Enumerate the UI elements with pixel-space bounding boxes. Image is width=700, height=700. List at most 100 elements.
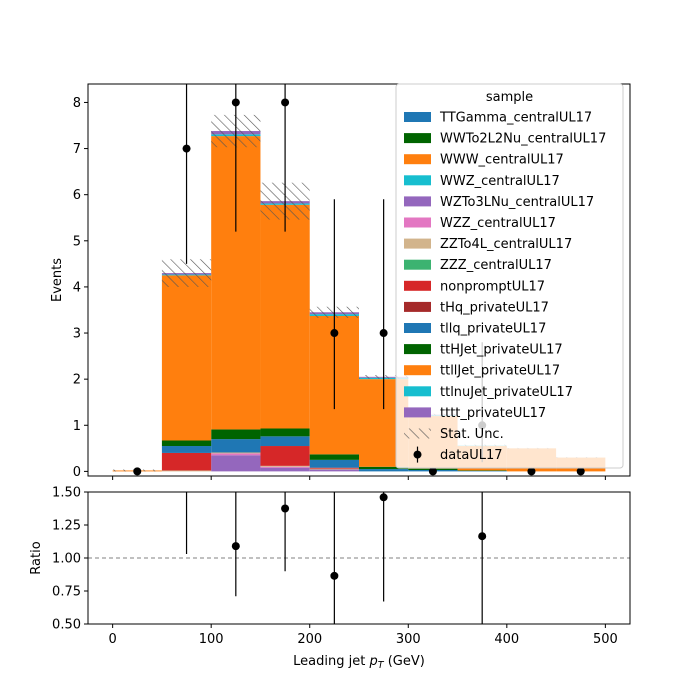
- ratio-y-tick-label: 1.50: [52, 486, 81, 501]
- legend-swatch: [404, 365, 431, 376]
- main-plot-frame: [87, 83, 631, 477]
- data-point: [576, 467, 585, 476]
- ratio-y-tick-label: 1.25: [52, 519, 81, 534]
- legend-swatch: [404, 344, 431, 355]
- bar-ttHJet_privateUL17-bin-3: [260, 428, 310, 437]
- legend-swatch: [404, 175, 431, 186]
- y-tick-label: 1: [73, 419, 81, 434]
- legend-label: ttlnuJet_privateUL17: [440, 385, 573, 400]
- ratio-point: [478, 532, 487, 541]
- data-point: [428, 467, 437, 476]
- legend-label: tllq_privateUL17: [440, 322, 546, 337]
- bar-WZTo3LNu_centralUL17-bin-3: [260, 467, 310, 472]
- main-x-axis: [112, 476, 606, 480]
- bar-tllq_privateUL17-bin-2: [211, 439, 261, 453]
- data-point: [231, 98, 240, 107]
- bar-tllq_privateUL17-bin-5: [359, 469, 409, 472]
- legend-label: ttllJet_privateUL17: [440, 364, 560, 379]
- ratio-y-axis: 0.50 0.75 1.00 1.25 1.50: [52, 486, 88, 633]
- ratio-points: [185, 492, 487, 624]
- bar-ttHJet_privateUL17-bin-5: [359, 466, 409, 470]
- bar-tllq_privateUL17-bin-1: [161, 446, 212, 453]
- legend-swatch: [404, 196, 431, 207]
- ratio-point: [281, 504, 290, 513]
- bar-ZZTo4L_centralUL17-bin-2: [211, 452, 261, 454]
- legend-swatch: [404, 112, 431, 122]
- main-y-axis-label: Events: [50, 258, 65, 302]
- legend-label: nonpromptUL17: [440, 279, 545, 294]
- legend-swatch: [404, 238, 431, 249]
- data-point: [182, 144, 191, 153]
- ratio-x-tick-label: 400: [494, 632, 519, 647]
- legend-swatch: [404, 301, 431, 312]
- ratio-x-axis-label: Leading jet pT (GeV): [293, 654, 425, 671]
- legend-title: sample: [486, 90, 533, 105]
- legend-swatch: [404, 407, 431, 418]
- bar-ttllJet_privateUL17-bin-1: [161, 275, 212, 441]
- legend-label: WZTo3LNu_centralUL17: [440, 195, 594, 210]
- bar-tllq_privateUL17-bin-4: [309, 459, 359, 468]
- bar-ttHJet_privateUL17-bin-2: [211, 429, 261, 440]
- bar-ttHJet_privateUL17-bin-4: [309, 454, 359, 460]
- data-point: [527, 467, 536, 476]
- legend-swatch: [404, 154, 431, 165]
- y-tick-label: 5: [73, 234, 81, 249]
- ratio-y-tick-label: 0.50: [52, 618, 81, 633]
- legend-label: tttt_privateUL17: [440, 406, 546, 421]
- ratio-point: [231, 542, 240, 551]
- bar-WZTo3LNu_centralUL17-bin-2: [211, 455, 261, 472]
- legend-swatch: [404, 428, 431, 439]
- y-tick-label: 2: [73, 373, 81, 388]
- legend-label: ZZTo4L_centralUL17: [440, 237, 572, 252]
- legend-swatch: [404, 259, 431, 270]
- bar-nonpromptUL17-bin-4: [309, 467, 359, 469]
- legend-swatch: [404, 280, 431, 291]
- ratio-x-tick-label: 0: [108, 632, 116, 647]
- bar-ZZTo4L_centralUL17-bin-4: [309, 468, 359, 470]
- legend-frame: [395, 83, 624, 469]
- ratio-point: [330, 571, 339, 580]
- ratio-x-axis: 0 100 200 300 400 500: [108, 624, 618, 647]
- ratio-x-tick-label: 200: [297, 632, 322, 647]
- legend-label: tHq_privateUL17: [440, 300, 549, 315]
- ratio-y-tick-label: 0.75: [52, 585, 81, 600]
- y-tick-label: 0: [73, 465, 81, 480]
- legend: sample TTGamma_centralUL17 WWTo2L2Nu_centr…: [395, 83, 624, 469]
- legend-swatch: [404, 133, 431, 144]
- bar-WZZ_centralUL17-bin-2: [211, 453, 261, 456]
- bar-nonpromptUL17-bin-1: [161, 452, 212, 471]
- legend-swatch: [404, 323, 431, 333]
- main-y-axis: 0 1 2 3 4 5 6 7 8: [73, 96, 88, 480]
- data-point: [281, 98, 290, 107]
- legend-label: ttHJet_privateUL17: [440, 343, 563, 358]
- y-tick-label: 4: [73, 280, 81, 295]
- bar-WZZ_centralUL17-bin-3: [260, 466, 310, 468]
- bar-ZZTo4L_centralUL17-bin-1: [161, 470, 212, 472]
- legend-label: ZZZ_centralUL17: [440, 258, 552, 273]
- legend-label: Stat. Unc.: [440, 427, 504, 442]
- data-point: [379, 329, 388, 338]
- ratio-x-tick-label: 500: [593, 632, 618, 647]
- legend-label: WWZ_centralUL17: [440, 174, 560, 189]
- bar-WZTo3LNu_centralUL17-bin-4: [309, 469, 359, 472]
- ratio-y-tick-label: 1.00: [52, 552, 81, 567]
- data-point: [133, 467, 142, 476]
- bar-ttHJet_privateUL17-bin-1: [161, 440, 212, 447]
- legend-label: WWTo2L2Nu_centralUL17: [440, 132, 606, 147]
- legend-label: dataUL17: [440, 448, 503, 463]
- data-point: [330, 329, 339, 338]
- legend-swatch: [404, 217, 431, 228]
- ratio-x-tick-label: 100: [199, 632, 224, 647]
- ratio-x-tick-label: 300: [396, 632, 421, 647]
- legend-label: WZZ_centralUL17: [440, 216, 556, 231]
- bar-nonpromptUL17-bin-3: [260, 446, 310, 466]
- bar-ZZTo4L_centralUL17-bin-3: [260, 465, 310, 467]
- y-tick-label: 3: [73, 327, 81, 342]
- ratio-plot-frame: [87, 491, 631, 625]
- legend-swatch: [404, 386, 431, 397]
- ratio-y-axis-label: Ratio: [29, 541, 44, 574]
- y-tick-label: 6: [73, 188, 81, 203]
- y-tick-label: 7: [73, 142, 81, 157]
- legend-label: TTGamma_centralUL17: [439, 111, 592, 126]
